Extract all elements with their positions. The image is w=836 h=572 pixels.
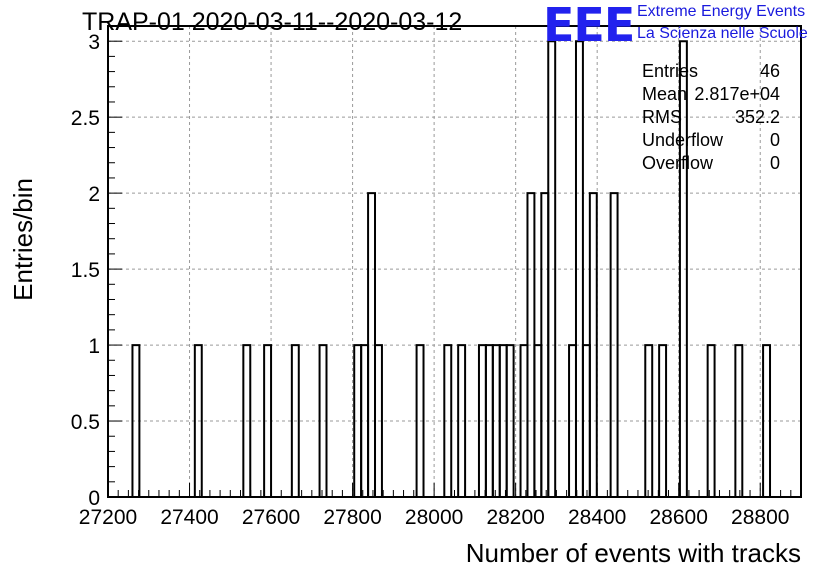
histogram-bin xyxy=(762,344,772,497)
x-tick-label: 28600 xyxy=(650,506,708,529)
stat-underflow-label: Underflow xyxy=(642,130,724,150)
stat-entries-value: 46 xyxy=(759,61,780,81)
stat-mean-label: Mean xyxy=(642,84,688,104)
axis-ticks xyxy=(107,25,802,498)
x-axis-label: Number of events with tracks xyxy=(466,538,801,568)
plot-frame xyxy=(107,25,802,498)
stat-rms-label: RMS xyxy=(642,107,682,127)
logo-caption-line-2: La Scienza nelle Scuole xyxy=(637,25,808,42)
stat-overflow-value: 0 xyxy=(769,153,780,173)
histogram-bin xyxy=(415,344,425,497)
x-tick-label: 28400 xyxy=(568,506,626,529)
y-tick-label: 3 xyxy=(88,31,100,54)
histogram-bin xyxy=(318,344,328,497)
histogram-bin xyxy=(242,344,252,497)
stat-rms: RMS 352.2 xyxy=(642,106,780,129)
stat-mean-value: 2.817e+04 xyxy=(694,84,780,104)
histogram-bin xyxy=(706,344,716,497)
y-tick-label: 1.5 xyxy=(71,259,100,282)
x-tick-label: 27200 xyxy=(79,506,137,529)
histogram-bin xyxy=(443,344,453,497)
logo-caption-line-1: Extreme Energy Events xyxy=(637,3,806,20)
histogram-bin xyxy=(644,344,654,497)
plot-border xyxy=(107,25,802,498)
x-tick-label: 27400 xyxy=(160,506,218,529)
histogram-bin xyxy=(131,344,141,497)
histogram-bin xyxy=(574,40,584,497)
x-tick-label: 28800 xyxy=(731,506,789,529)
stat-underflow-value: 0 xyxy=(769,130,780,150)
stat-underflow: Underflow 0 xyxy=(642,129,780,152)
y-tick-label: 0 xyxy=(88,487,100,510)
stats-box: Entries 46 Mean 2.817e+04 RMS 352.2 Unde… xyxy=(642,60,780,175)
histogram-bars xyxy=(131,40,772,497)
tick-labels: 27200 27400 27600 27800 28000 28200 28400 28600… xyxy=(71,31,790,529)
stat-mean: Mean 2.817e+04 xyxy=(642,83,780,106)
y-tick-label: 1 xyxy=(88,335,100,358)
histogram-bin xyxy=(193,344,203,497)
chart-title: TRAP-01 2020-03-11--2020-03-12 xyxy=(82,8,463,36)
histogram-bin xyxy=(457,344,467,497)
stat-overflow: Overflow 0 xyxy=(642,152,780,175)
histogram-bin xyxy=(547,40,557,497)
y-tick-label: 0.5 xyxy=(71,411,100,434)
histogram-bin xyxy=(588,192,598,497)
eee-logo: EEE xyxy=(543,0,635,52)
histogram-bin xyxy=(505,344,515,497)
stat-overflow-label: Overflow xyxy=(642,153,714,173)
stat-entries: Entries 46 xyxy=(642,60,780,83)
histogram-bin xyxy=(658,344,668,497)
histogram-bin xyxy=(734,344,744,497)
y-tick-label: 2.5 xyxy=(71,107,100,130)
y-axis-label: Entries/bin xyxy=(8,178,38,301)
histogram-bin xyxy=(609,192,619,497)
y-tick-label: 2 xyxy=(88,183,100,206)
x-tick-label: 27800 xyxy=(323,506,381,529)
x-tick-label: 28200 xyxy=(486,506,544,529)
stat-rms-value: 352.2 xyxy=(734,107,780,127)
x-tick-label: 28000 xyxy=(405,506,463,529)
histogram-bin xyxy=(678,40,688,497)
stat-entries-label: Entries xyxy=(642,61,699,81)
histogram-bin xyxy=(263,344,273,497)
histogram-bin xyxy=(290,344,300,497)
x-tick-label: 27600 xyxy=(242,506,300,529)
histogram-bin xyxy=(374,344,383,497)
